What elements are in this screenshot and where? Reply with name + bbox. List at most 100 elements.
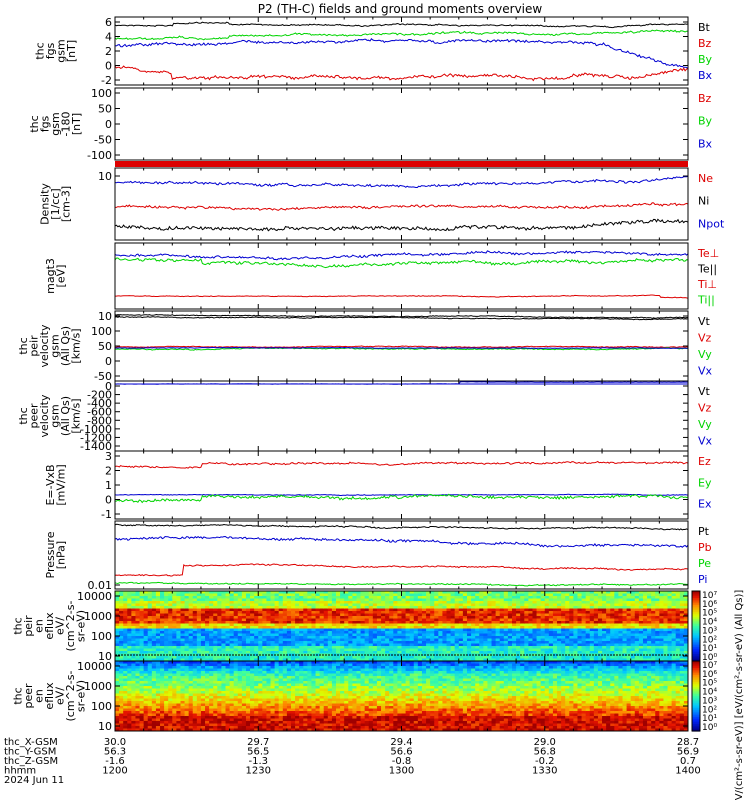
ytick-label-efield: -1 — [101, 508, 112, 521]
series-pb — [114, 563, 689, 577]
legend-peer-vel-3: Vx — [698, 435, 713, 448]
xaxis-value: 0.7 — [680, 756, 696, 767]
legend-pressure-0: Pt — [698, 525, 710, 538]
xaxis-value: 1230 — [246, 766, 271, 777]
ytick-label-peir-eflux: 10 — [98, 650, 112, 663]
ytick-label-peer-eflux: 10000 — [77, 660, 112, 673]
series-te-perp — [114, 250, 689, 261]
ylabel-line: sr-eV) — [75, 610, 88, 642]
legend-efield-1: Ey — [698, 476, 712, 489]
series-bz — [114, 65, 689, 82]
ylabel-line: fgs — [44, 42, 57, 59]
panel-frame-pressure — [114, 520, 689, 590]
ylabel-line: Pressure — [44, 531, 57, 578]
legend-fgs-0: Bt — [698, 21, 711, 34]
panel-frame-temp — [114, 242, 689, 310]
series-vt-i — [114, 313, 689, 319]
xaxis-value: 56.3 — [104, 747, 126, 758]
ytick-label-fgs: 0 — [105, 60, 112, 73]
colorbar-tick: 10¹ — [702, 714, 717, 724]
colorbar-tick: 10⁶ — [702, 670, 717, 680]
ylabel-line: thc — [28, 115, 41, 132]
ylabel-line: (cm^2-s- — [64, 601, 77, 652]
legend-temp-3: Ti|| — [697, 294, 715, 307]
xaxis-value: -0.8 — [392, 756, 412, 767]
series-pi — [114, 535, 689, 548]
panel-frame-density — [114, 167, 689, 241]
xaxis-value: 1400 — [675, 766, 700, 777]
xaxis-value: 29.4 — [390, 737, 412, 748]
ytick-label-peer-vel: -1200 — [80, 431, 112, 444]
ytick-label-fgs: 4 — [105, 31, 112, 44]
ylabel-line: peer — [22, 683, 35, 709]
series-ex — [114, 493, 689, 496]
ylabel-line: E=-VxB — [44, 464, 57, 505]
ytick-label-peer-vel: -1400 — [80, 440, 112, 453]
series-pt — [114, 523, 689, 531]
ytick-label-efield: 2 — [105, 465, 112, 478]
ytick-label-fgs: 6 — [105, 16, 112, 29]
ylabel-line: gsm — [49, 112, 62, 135]
xaxis-row-label: thc_X-GSM — [4, 737, 58, 748]
legend-pressure-3: Pi — [698, 573, 707, 586]
xaxis-value: 28.7 — [677, 737, 699, 748]
ytick-label-peir-vel: 50 — [98, 340, 112, 353]
series-vt-i2 — [114, 316, 689, 321]
ylabel-pressure: Pressure[nPa] — [44, 531, 68, 578]
ylabel-line: gsm — [48, 404, 61, 427]
ytick-label-density: 10 — [98, 170, 112, 183]
legend-fgs-3: Bx — [698, 69, 713, 82]
xaxis-value: 1300 — [389, 766, 414, 777]
ytick-label-peir-vel: -50 — [94, 370, 112, 383]
xaxis-value: -1.3 — [248, 756, 268, 767]
ylabel-line: eflux — [43, 682, 56, 710]
xaxis-date: 2024 Jun 11 — [4, 775, 64, 786]
xaxis-value: 29.0 — [534, 737, 556, 748]
colorbar-tick: 10⁷ — [702, 591, 717, 601]
ylabel-line: peir — [22, 615, 35, 637]
legend-pressure-1: Pb — [698, 541, 712, 554]
series-vz-i — [115, 345, 689, 349]
ylabel-line: magt3 — [44, 258, 57, 294]
ylabel-line: Density — [39, 183, 52, 225]
xaxis-value: 29.7 — [247, 737, 269, 748]
panel-frame-fgs-dsl — [114, 87, 689, 161]
xaxis-value: 1200 — [102, 766, 127, 777]
ytick-label-peir-vel: 10 — [98, 310, 112, 323]
ytick-label-fgs-dsl: 100 — [91, 87, 112, 100]
series-by — [114, 29, 689, 41]
ylabel-line: [nT] — [65, 40, 78, 62]
ylabel-line: [mV/m] — [54, 464, 67, 505]
colorbar-1 — [691, 660, 701, 732]
legend-fgs-dsl-0: Bz — [698, 92, 712, 105]
ylabel-line: gsm — [54, 39, 67, 62]
ytick-label-efield: 1 — [105, 479, 112, 492]
ylabel-line: velocity — [38, 394, 51, 437]
ytick-label-peir-eflux: 100 — [91, 630, 112, 643]
colorbar-tick: 10⁴ — [702, 688, 717, 698]
colorbar-tick: 10⁷ — [702, 661, 717, 671]
ylabel-line: eV/ — [54, 687, 67, 705]
colorbar-tick: 10⁶ — [702, 600, 717, 610]
figure-title: P2 (TH-C) fields and ground moments over… — [258, 2, 543, 16]
xaxis-row-label: hhmm — [4, 766, 36, 777]
ylabel-line: thc — [17, 407, 30, 424]
ytick-label-fgs: -2 — [101, 74, 112, 87]
colorbar-tick: 10² — [702, 705, 717, 715]
legend-temp-2: Ti⊥ — [697, 278, 717, 291]
spectrogram-peir — [115, 591, 689, 662]
xaxis-value: 56.8 — [534, 747, 556, 758]
legend-fgs-1: Bz — [698, 37, 712, 50]
spectrogram-peer — [115, 661, 689, 732]
legend-peir-vel-0: Vt — [698, 315, 711, 328]
series-ni — [114, 218, 689, 232]
ylabel-line: velocity — [38, 324, 51, 367]
ylabel-line: thc — [12, 687, 25, 704]
legend-fgs-2: By — [698, 53, 713, 66]
ylabel-line: peir — [27, 335, 40, 357]
